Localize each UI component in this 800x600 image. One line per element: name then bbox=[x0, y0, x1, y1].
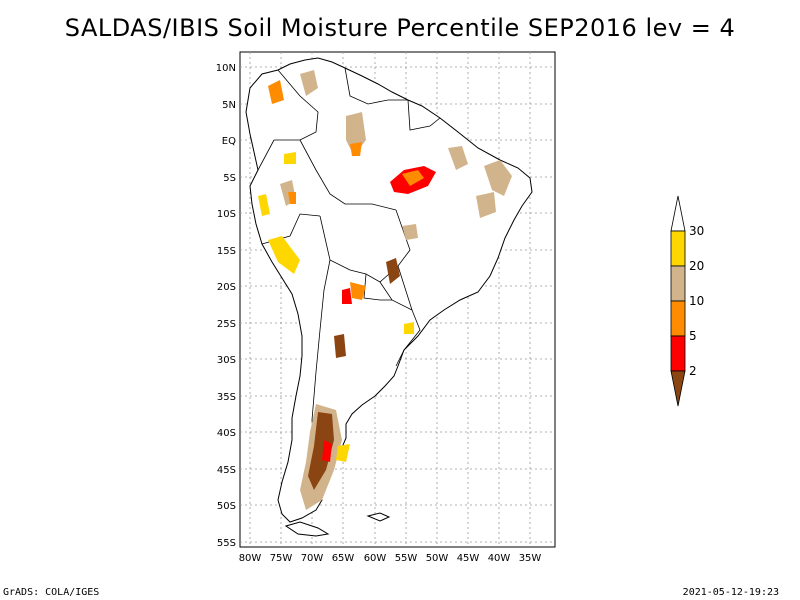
lat-tick-label: 10S bbox=[217, 209, 236, 220]
lon-tick-label: 50W bbox=[426, 553, 449, 564]
lat-tick-label: 15S bbox=[217, 246, 236, 257]
lon-tick-label: 70W bbox=[301, 553, 324, 564]
colorbar-top-triangle bbox=[670, 195, 686, 232]
south-america-coastline bbox=[245, 57, 533, 523]
colorbar-labels: 30 20 10 5 2 bbox=[689, 224, 704, 378]
colorbar-swatch-30 bbox=[670, 230, 686, 267]
colorbar-swatch-20 bbox=[670, 265, 686, 302]
colorbar-label: 30 bbox=[689, 224, 704, 238]
lat-tick-label: 50S bbox=[217, 501, 236, 512]
lat-tick-label: 55S bbox=[217, 538, 236, 549]
colorbar-label: 20 bbox=[689, 259, 704, 273]
colorbar bbox=[670, 195, 686, 407]
lat-tick-label: 5S bbox=[223, 173, 236, 184]
lat-tick-label: 5N bbox=[222, 100, 236, 111]
percentile-patches bbox=[258, 70, 512, 510]
lon-tick-label: 80W bbox=[239, 553, 262, 564]
lat-tick-label: 35S bbox=[217, 392, 236, 403]
country-borders bbox=[257, 67, 441, 493]
longitude-axis: 80W 75W 70W 65W 60W 55W 50W 45W 40W 35W bbox=[239, 553, 542, 564]
colorbar-bottom-triangle bbox=[670, 370, 686, 407]
lat-tick-label: 45S bbox=[217, 465, 236, 476]
colorbar-label: 5 bbox=[689, 329, 697, 343]
lat-tick-label: 10N bbox=[216, 63, 236, 74]
lon-tick-label: 60W bbox=[364, 553, 387, 564]
lon-tick-label: 45W bbox=[457, 553, 480, 564]
colorbar-swatch-10 bbox=[670, 300, 686, 337]
lat-tick-label: EQ bbox=[222, 136, 236, 147]
footer-credit: GrADS: COLA/IGES bbox=[3, 587, 100, 598]
lat-tick-label: 25S bbox=[217, 319, 236, 330]
lon-tick-label: 55W bbox=[395, 553, 418, 564]
lon-tick-label: 35W bbox=[519, 553, 542, 564]
tierra-del-fuego bbox=[284, 521, 330, 537]
colorbar-label: 10 bbox=[689, 294, 704, 308]
lon-tick-label: 65W bbox=[332, 553, 355, 564]
map-frame bbox=[239, 51, 556, 548]
lon-tick-label: 40W bbox=[488, 553, 511, 564]
lat-tick-label: 20S bbox=[217, 282, 236, 293]
lat-tick-label: 30S bbox=[217, 355, 236, 366]
falkland-islands bbox=[366, 512, 391, 522]
lon-tick-label: 75W bbox=[270, 553, 293, 564]
map-title: SALDAS/IBIS Soil Moisture Percentile SEP… bbox=[64, 14, 736, 42]
footer-timestamp: 2021-05-12-19:23 bbox=[682, 587, 779, 598]
colorbar-swatch-5 bbox=[670, 335, 686, 372]
lat-tick-label: 40S bbox=[217, 428, 236, 439]
colorbar-label: 2 bbox=[689, 364, 697, 378]
latitude-axis: 10N 5N EQ 5S 10S 15S 20S 25S 30S 35S 40S… bbox=[216, 63, 236, 549]
